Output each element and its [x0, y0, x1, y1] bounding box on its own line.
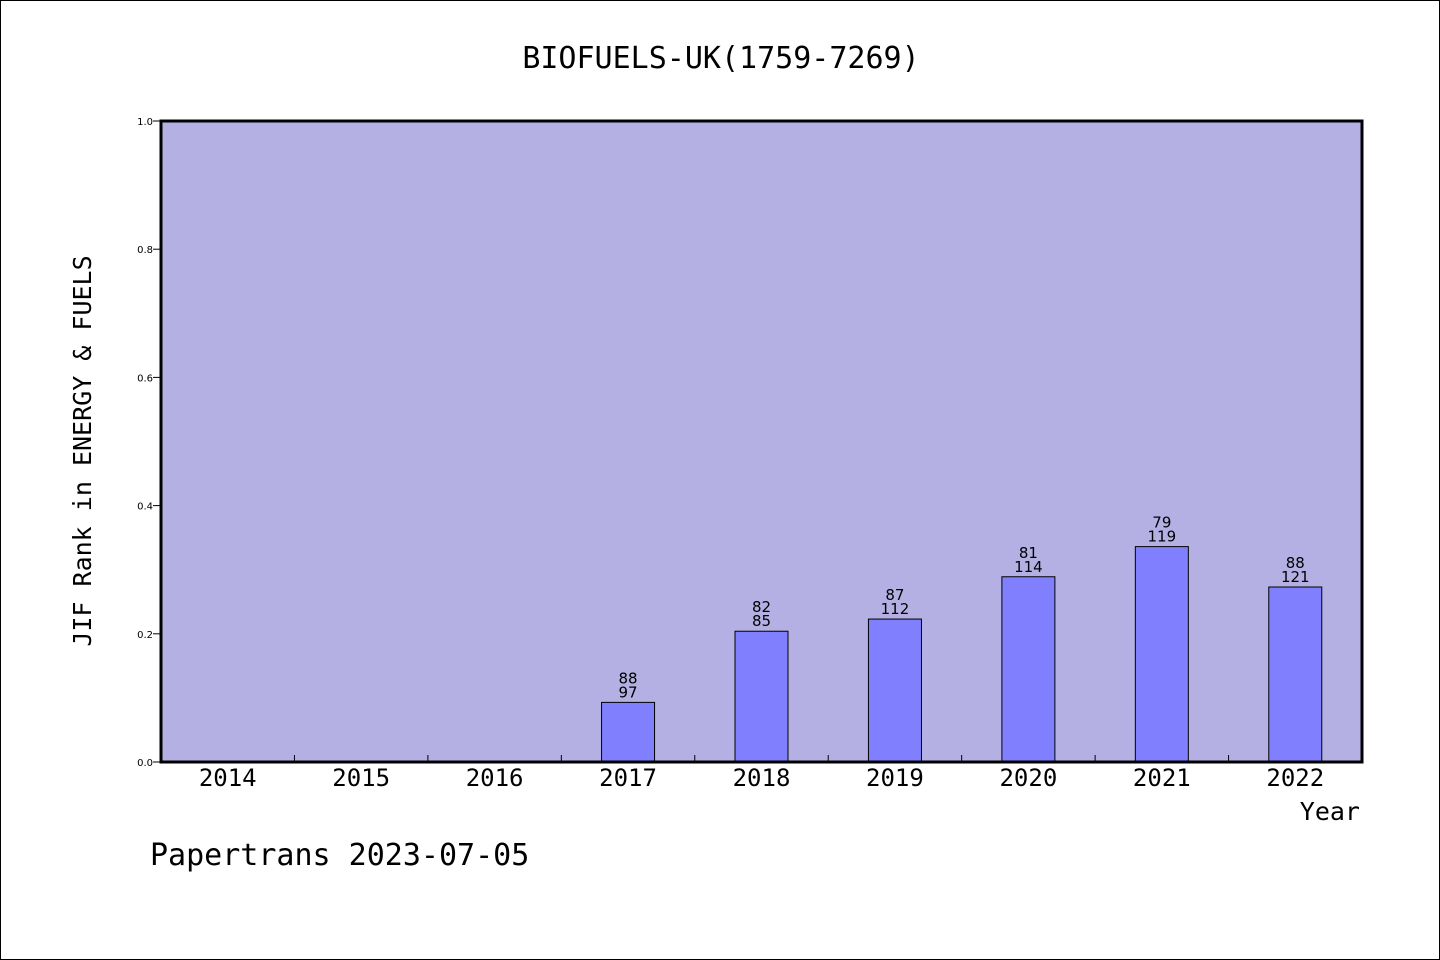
y-tick-label: 0.6 [137, 373, 153, 384]
x-tick-label: 2022 [1266, 764, 1324, 792]
bar-rank-label: 82 [752, 598, 771, 616]
bar-rank-label: 88 [619, 669, 638, 687]
bar-rank-label: 87 [885, 586, 904, 604]
chart-title: BIOFUELS-UK(1759-7269) [522, 41, 919, 76]
x-axis-label: Year [1300, 797, 1360, 826]
bars [601, 546, 1323, 763]
y-axis-label: JIF Rank in ENERGY & FUELS [68, 255, 97, 646]
bar [1001, 576, 1056, 763]
y-tick-label: 0.8 [137, 245, 153, 256]
bar [734, 630, 789, 763]
bar [1268, 586, 1323, 763]
x-tick-label: 2021 [1133, 764, 1191, 792]
x-tick-label: 2015 [332, 764, 390, 792]
bar-total-label: 85 [752, 612, 771, 630]
bar-total-label: 112 [881, 600, 910, 618]
x-tick-label: 2016 [466, 764, 524, 792]
bar [867, 618, 922, 763]
x-tick-label: 2020 [999, 764, 1057, 792]
x-tick-label: 2018 [733, 764, 791, 792]
y-tick-label: 0.4 [137, 502, 153, 513]
y-tick-label: 0.2 [137, 630, 153, 641]
bar-rank-label: 81 [1019, 544, 1038, 562]
footer-credit: Papertrans 2023-07-05 [150, 838, 529, 873]
y-axis: 0.0 0.2 0.4 0.6 0.8 1.0 [137, 117, 161, 769]
x-tick-label: 2017 [599, 764, 657, 792]
bar [601, 701, 656, 763]
bar-rank-label: 88 [1286, 554, 1305, 572]
y-tick-label: 1.0 [137, 117, 153, 128]
y-tick-label: 0.0 [137, 758, 153, 769]
bar-rank-label: 79 [1152, 514, 1171, 532]
x-tick-label: 2019 [866, 764, 924, 792]
bar-total-label: 119 [1148, 528, 1177, 546]
bar-total-label: 114 [1014, 558, 1043, 576]
x-axis: 2014 2015 2016 2017 2018 2019 2020 2021 2022 [199, 755, 1324, 792]
bar-total-label: 97 [619, 683, 638, 701]
bar-total-label: 121 [1281, 568, 1310, 586]
bar [1134, 546, 1189, 763]
x-tick-label: 2014 [199, 764, 257, 792]
plot-border [159, 119, 1364, 764]
